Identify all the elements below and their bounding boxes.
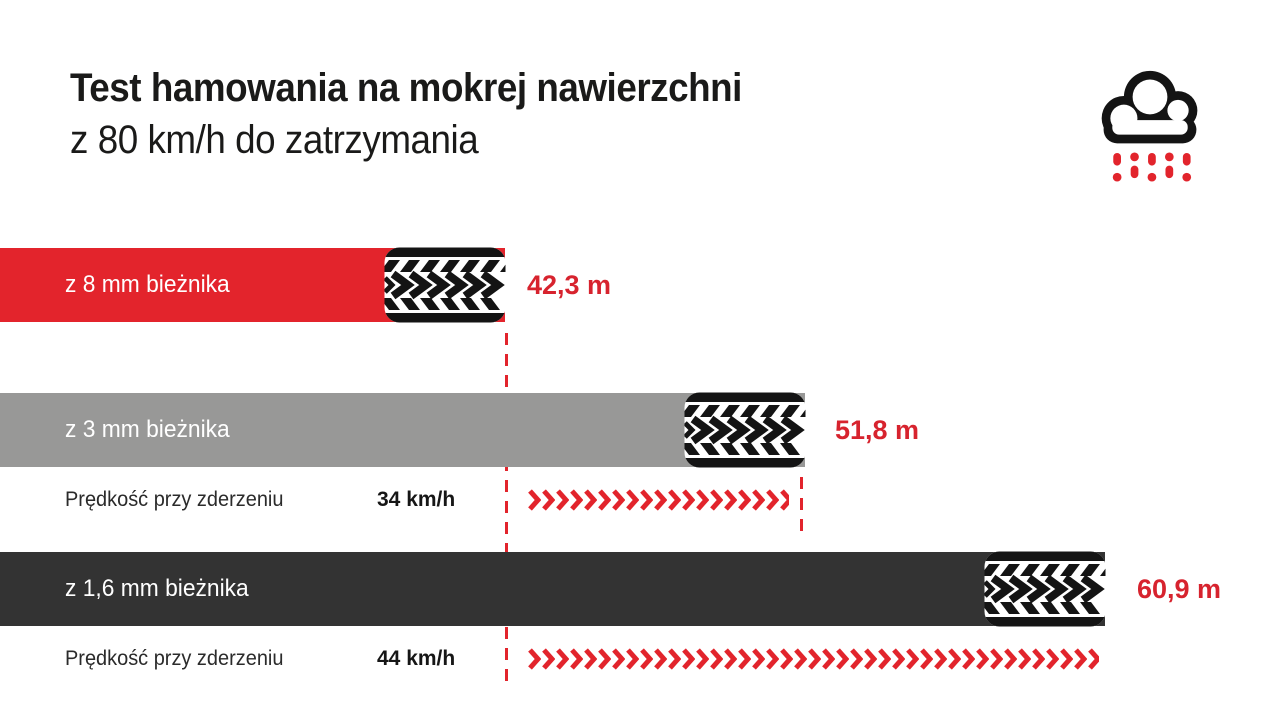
extra-distance-arrows-1-6mm: [527, 647, 1099, 671]
impact-speed-value-1-6mm: 44 km/h: [377, 647, 456, 670]
impact-speed-value-3mm: 34 km/h: [377, 488, 456, 511]
reference-dashed-line-51m: [800, 477, 803, 537]
reference-dashed-line: [505, 333, 508, 683]
bar-label-8mm: z 8 mm bieżnika: [65, 271, 230, 298]
header: Test hamowania na mokrej nawierzchni z 8…: [70, 62, 800, 166]
bar-3mm-tread: z 3 mm bieżnika: [0, 393, 805, 467]
tire-tread-icon: [984, 551, 1106, 627]
bar-8mm-tread: z 8 mm bieżnika: [0, 248, 505, 322]
bar-label-1-6mm: z 1,6 mm bieżnika: [65, 575, 249, 602]
page-subtitle: z 80 km/h do zatrzymania: [70, 118, 479, 162]
impact-speed-label-1-6mm: Prędkość przy zderzeniu: [65, 647, 284, 670]
distance-value-3mm: 51,8 m: [835, 414, 920, 445]
rain-drops-icon: [1112, 152, 1192, 182]
impact-speed-label-3mm: Prędkość przy zderzeniu: [65, 488, 284, 511]
distance-value-1-6mm: 60,9 m: [1137, 573, 1222, 604]
rain-cloud-icon: [1101, 70, 1198, 182]
bar-1-6mm-tread: z 1,6 mm bieżnika: [0, 552, 1105, 626]
tire-tread-icon: [384, 247, 506, 323]
page-title: Test hamowania na mokrej nawierzchni: [70, 66, 742, 110]
extra-distance-arrows-3mm: [527, 488, 789, 512]
bar-label-3mm: z 3 mm bieżnika: [65, 416, 230, 443]
distance-value-8mm: 42,3 m: [527, 269, 612, 300]
tire-tread-icon: [684, 392, 806, 468]
